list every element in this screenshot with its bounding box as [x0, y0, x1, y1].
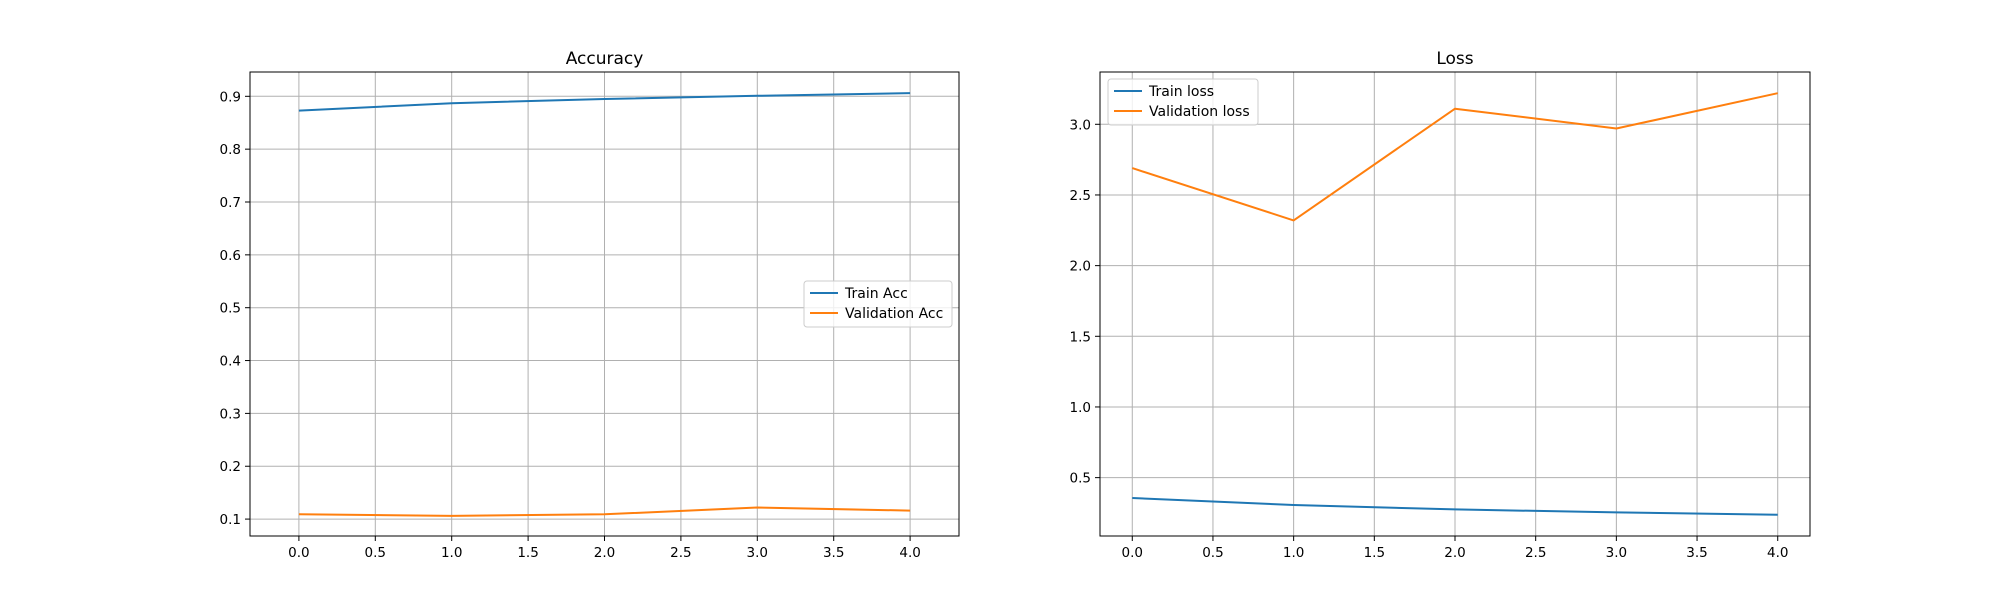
loss-x-tick-label: 0.5	[1202, 545, 1223, 561]
accuracy-x-tick-label: 1.5	[517, 545, 538, 561]
loss-legend-box	[1107, 78, 1259, 126]
accuracy-y-tick-label: 0.6	[220, 248, 241, 264]
accuracy-legend-box	[803, 280, 953, 328]
series-line-train-acc	[298, 92, 911, 112]
loss-chart: 0.0 0.5 1.0 1.5 2.0 2.5 3.0 3.5 4.0 0.5 1.0 1.5 2.0 2…	[1070, 49, 1811, 561]
legend-label-validation-acc: Validation Acc	[845, 306, 943, 322]
loss-ticks: 0.0 0.5 1.0 1.5 2.0 2.5 3.0 3.5 4.0 0.5 1.0 1.5 2.0 2…	[1070, 117, 1789, 561]
loss-y-tick-label: 1.5	[1070, 329, 1091, 345]
accuracy-x-tick-label: 3.5	[823, 545, 844, 561]
accuracy-title: Accuracy	[566, 49, 644, 69]
accuracy-ticks: 0.0 0.5 1.0 1.5 2.0 2.5 3.0 3.5 4.0 0.1 0.2 0.3 0.4 0…	[220, 89, 921, 561]
accuracy-x-tick-label: 1.0	[441, 545, 462, 561]
accuracy-y-tick-label: 0.9	[220, 89, 241, 105]
loss-x-tick-label: 1.5	[1364, 545, 1385, 561]
accuracy-y-tick-label: 0.4	[220, 354, 241, 370]
loss-x-tick-label: 1.0	[1283, 545, 1304, 561]
loss-y-tick-label: 2.0	[1070, 259, 1091, 275]
loss-series	[1131, 92, 1778, 516]
loss-y-tick-label: 2.5	[1070, 188, 1091, 204]
accuracy-x-tick-label: 0.5	[365, 545, 386, 561]
loss-x-tick-label: 3.0	[1606, 545, 1627, 561]
accuracy-chart: 0.0 0.5 1.0 1.5 2.0 2.5 3.0 3.5 4.0 0.1 0.2 0.3 0.4 0…	[220, 49, 960, 561]
loss-y-tick-label: 0.5	[1070, 471, 1091, 487]
accuracy-y-tick-label: 0.8	[220, 142, 241, 158]
loss-x-tick-label: 2.0	[1444, 545, 1465, 561]
legend-label-train-loss: Train loss	[1148, 84, 1214, 100]
accuracy-series	[298, 92, 911, 517]
loss-y-tick-label: 3.0	[1070, 117, 1091, 133]
loss-x-tick-label: 4.0	[1767, 545, 1788, 561]
accuracy-y-tick-label: 0.5	[220, 301, 241, 317]
loss-legend: Train loss Validation loss	[1107, 78, 1259, 126]
accuracy-x-tick-label: 2.0	[594, 545, 615, 561]
accuracy-y-tick-label: 0.7	[220, 195, 241, 211]
series-line-train-loss	[1132, 497, 1778, 516]
loss-x-tick-label: 2.5	[1525, 545, 1546, 561]
accuracy-y-tick-label: 0.1	[220, 512, 241, 528]
loss-title: Loss	[1436, 49, 1473, 69]
accuracy-y-tick-label: 0.2	[220, 459, 241, 475]
series-line-validation-loss	[1131, 92, 1778, 222]
loss-x-tick-label: 3.5	[1686, 545, 1707, 561]
legend-label-train-acc: Train Acc	[844, 286, 908, 302]
loss-x-tick-label: 0.0	[1122, 545, 1143, 561]
accuracy-x-tick-label: 0.0	[288, 545, 309, 561]
accuracy-x-tick-label: 2.5	[670, 545, 691, 561]
loss-y-tick-label: 1.0	[1070, 400, 1091, 416]
accuracy-y-tick-label: 0.3	[220, 406, 241, 422]
accuracy-x-tick-label: 4.0	[899, 545, 920, 561]
accuracy-x-tick-label: 3.0	[747, 545, 768, 561]
legend-label-validation-loss: Validation loss	[1149, 104, 1250, 120]
series-line-validation-acc	[298, 506, 911, 517]
accuracy-legend: Train Acc Validation Acc	[803, 280, 953, 328]
